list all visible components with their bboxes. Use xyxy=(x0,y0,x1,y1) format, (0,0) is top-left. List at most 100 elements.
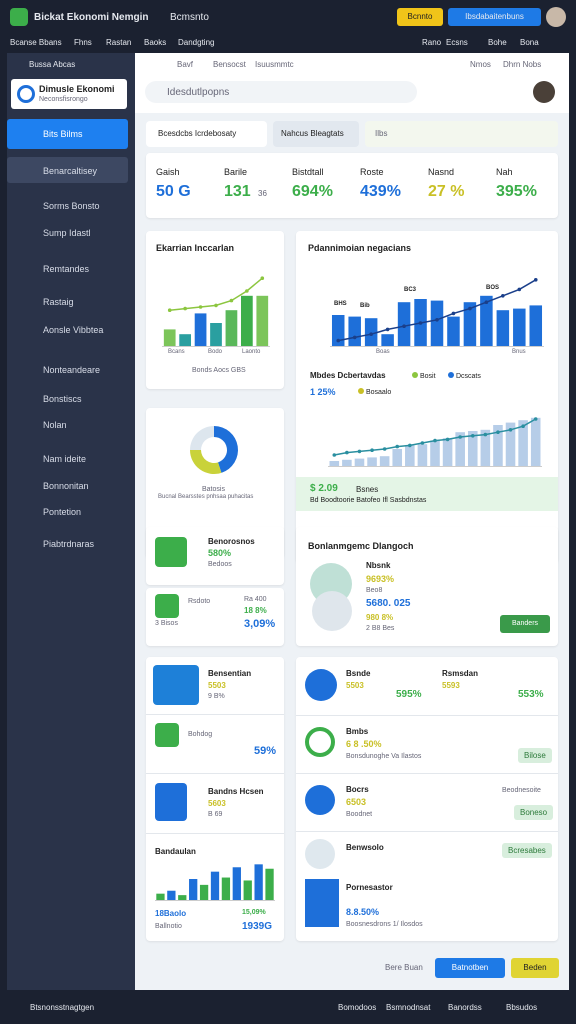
sidebar-item[interactable]: Piabtrdnaras xyxy=(43,539,95,549)
badge[interactable]: Boneso xyxy=(514,805,554,820)
tab-label[interactable]: Ilbs xyxy=(375,129,388,138)
divider xyxy=(146,714,284,715)
highlight-item[interactable]: Benarcaltisey xyxy=(7,157,128,183)
legend-item: Bosaalo xyxy=(358,388,391,396)
icon xyxy=(155,537,187,567)
tool-item[interactable]: Isuusmmtc xyxy=(255,60,294,69)
sidebar-item[interactable]: Bonstiscs xyxy=(43,394,82,404)
bar-label: BHS xyxy=(334,301,347,307)
bar xyxy=(156,893,165,901)
point xyxy=(445,437,450,442)
icon xyxy=(305,839,335,869)
nav-item[interactable]: Baoks xyxy=(144,38,167,47)
button[interactable]: Ibsdabaitenbuns xyxy=(448,8,541,26)
search[interactable]: Idesdutlpopns xyxy=(145,81,417,103)
tool-item[interactable]: Dhrn Nobs xyxy=(503,60,542,69)
list-right: Beodnesoite xyxy=(502,787,541,794)
kpi-label: Nah xyxy=(496,167,513,177)
nav-item[interactable]: Rastan xyxy=(106,38,132,47)
point xyxy=(352,335,357,340)
badge[interactable]: Bcresabes xyxy=(502,843,552,858)
bar xyxy=(518,420,528,467)
toolbar: Bavf Bensocst Isuusmmtc Nmos Dhrn Nobs I… xyxy=(135,53,569,113)
combo-card: Pdannimoian negacians BHS Bib BC3 BOS Bo… xyxy=(296,231,558,563)
top-bar: Bickat Ekonomi Nemgin Bcmsnto Bcnnto Ibs… xyxy=(0,0,576,34)
tab[interactable]: Nahcus Bleagtats xyxy=(273,121,359,147)
bar xyxy=(232,867,241,901)
list-sub: Bonsdunoghe Va Ilastos xyxy=(346,753,422,760)
footer-link[interactable]: Bomodoos xyxy=(338,1003,377,1012)
chart-label: 1939G xyxy=(242,921,273,932)
tab[interactable]: Bcesdcbs Icrdebosaty xyxy=(146,121,267,147)
action-link[interactable]: Bere Buan xyxy=(385,963,423,972)
button[interactable]: Banders xyxy=(500,615,550,633)
point xyxy=(245,289,249,293)
bar xyxy=(381,334,394,347)
tab[interactable]: Ilbs xyxy=(365,121,558,147)
sidebar: Bussa Abcas Dimusle Ekonomi Neconsfisron… xyxy=(7,53,135,990)
sidebar-item[interactable]: Pontetion xyxy=(43,507,82,517)
list-title: Bandns Hcsen xyxy=(208,787,264,796)
nav-item[interactable]: Bcanse Bbans xyxy=(10,38,62,47)
footer-link[interactable]: Bsmnodnsat xyxy=(386,1003,431,1012)
legend-title: Mbdes Dcbertavdas xyxy=(310,371,386,380)
tab-label[interactable]: Bcesdcbs Icrdebosaty xyxy=(158,129,237,138)
sidebar-item[interactable]: Bits Bilms xyxy=(43,129,83,139)
nav-item[interactable]: Bona xyxy=(520,38,539,47)
sidebar-item[interactable]: Rastaig xyxy=(43,297,74,307)
point xyxy=(345,450,349,455)
kpi-value: 27 % xyxy=(428,183,465,200)
icon xyxy=(305,879,339,927)
kpi-value: 439% xyxy=(360,183,401,200)
button[interactable]: Batnotben xyxy=(435,958,505,978)
point xyxy=(508,428,513,432)
divider xyxy=(146,833,284,834)
footer-link[interactable]: Bbsudos xyxy=(506,1003,538,1012)
chart-title: Bandaulan xyxy=(155,847,196,856)
trend-chart xyxy=(328,417,542,467)
segment-line: Nbsnk xyxy=(366,561,391,570)
nav-item[interactable]: Ecsns xyxy=(446,38,468,47)
point xyxy=(198,305,203,309)
sidebar-item[interactable]: Aonsle Vibbtea xyxy=(43,325,104,335)
tool-item[interactable]: Bensocst xyxy=(213,60,246,69)
footer-link[interactable]: Banordss xyxy=(448,1003,482,1012)
menu[interactable]: Bcmsnto xyxy=(170,12,209,23)
bar xyxy=(329,461,340,467)
list-big: 595% xyxy=(396,689,422,700)
sidebar-item[interactable]: Nolan xyxy=(43,420,67,430)
bar-chart xyxy=(162,276,270,347)
nav-item[interactable]: Fhns xyxy=(74,38,92,47)
avatar[interactable] xyxy=(546,7,566,27)
button[interactable]: Bcnnto xyxy=(397,8,443,26)
bar xyxy=(163,329,176,347)
sidebar-item[interactable]: Benarcaltisey xyxy=(43,166,98,176)
active-item[interactable]: Bits Bilms xyxy=(7,119,128,149)
tab-label[interactable]: Nahcus Bleagtats xyxy=(281,129,344,138)
tool-item[interactable]: Nmos xyxy=(470,60,491,69)
badge[interactable]: Bilose xyxy=(518,748,552,763)
nav-item[interactable]: Rano xyxy=(422,38,442,47)
button[interactable]: Beden xyxy=(511,958,559,978)
bar xyxy=(455,432,465,467)
bar xyxy=(265,868,274,901)
right-list: Bsnde 5503 595% Rsmsdan 5593 553% Bmbs 6… xyxy=(296,657,558,941)
tool-item[interactable]: Bavf xyxy=(177,60,194,69)
bar xyxy=(417,444,428,467)
sidebar-item[interactable]: Sorms Bonsto xyxy=(43,201,100,211)
axis-label: Laonto xyxy=(242,349,261,355)
sidebar-header: Bussa Abcas xyxy=(29,60,76,69)
sidebar-item[interactable]: Remtandes xyxy=(43,264,90,274)
sidebar-item[interactable]: Bonnonitan xyxy=(43,481,89,491)
sidebar-item[interactable]: Nam ideite xyxy=(43,454,87,464)
sidebar-item[interactable]: Nonteandeare xyxy=(43,365,101,375)
divider xyxy=(296,715,558,716)
avatar[interactable] xyxy=(533,81,555,103)
sidebar-item[interactable]: Sump Idastl xyxy=(43,228,91,238)
search-placeholder[interactable]: Idesdutlpopns xyxy=(167,87,230,98)
icon xyxy=(155,594,179,618)
bar xyxy=(167,890,176,901)
nav-item[interactable]: Bohe xyxy=(488,38,507,47)
nav-item[interactable]: Dandgting xyxy=(178,38,215,47)
trend-value-label: Bsnes xyxy=(356,485,379,494)
